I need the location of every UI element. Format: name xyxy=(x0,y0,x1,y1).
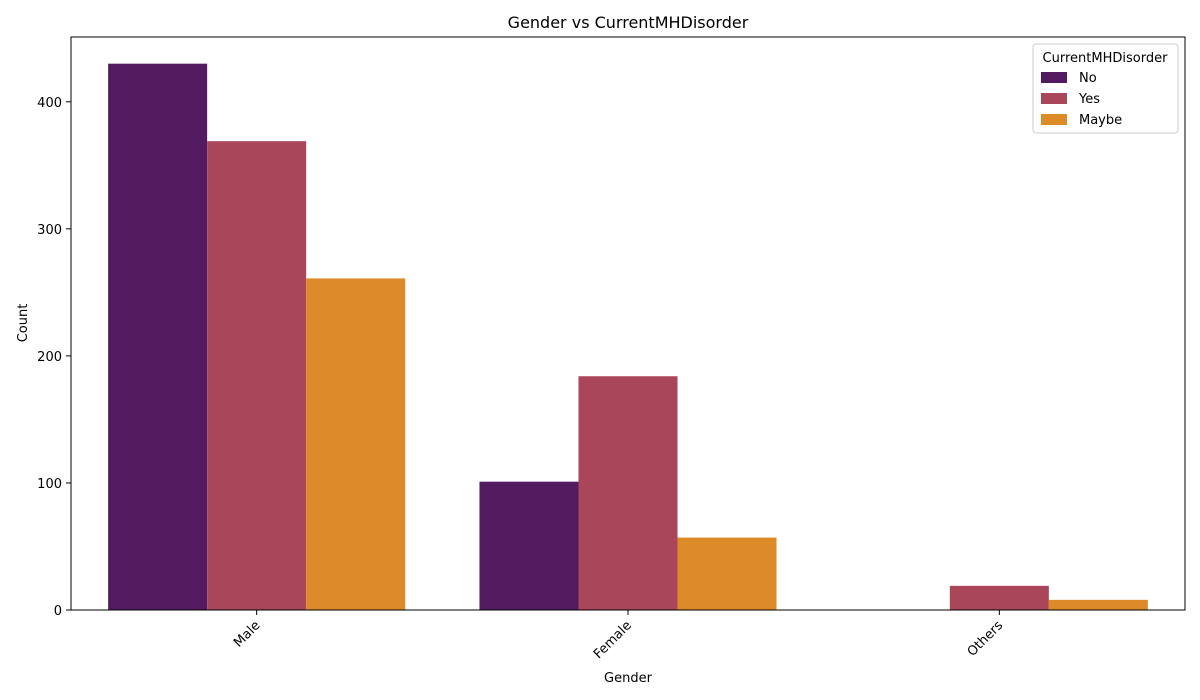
y-tick-label-200: 200 xyxy=(37,350,62,365)
legend: CurrentMHDisorder No Yes Maybe xyxy=(1032,43,1179,134)
bar-others-yes xyxy=(949,585,1049,610)
legend-swatch-yes xyxy=(1041,93,1067,104)
legend-label-no: No xyxy=(1079,71,1097,86)
legend-items: No Yes Maybe xyxy=(1041,71,1122,128)
legend-label-maybe: Maybe xyxy=(1079,113,1122,128)
bar-female-no xyxy=(479,481,579,610)
bar-female-yes xyxy=(578,376,678,610)
x-tick-label-others: Others xyxy=(965,618,1007,660)
legend-label-yes: Yes xyxy=(1078,92,1100,107)
y-axis-label: Count xyxy=(16,304,31,343)
y-axis: 0 100 200 300 400 xyxy=(37,96,71,619)
bar-male-no xyxy=(108,63,208,611)
y-tick-label-300: 300 xyxy=(37,223,62,238)
legend-title: CurrentMHDisorder xyxy=(1043,51,1169,66)
y-tick-label-400: 400 xyxy=(37,96,62,111)
legend-swatch-no xyxy=(1041,72,1067,83)
x-tick-label-female: Female xyxy=(591,618,635,662)
bar-others-maybe xyxy=(1048,599,1148,610)
x-axis-label: Gender xyxy=(604,671,653,686)
y-tick-label-100: 100 xyxy=(37,477,62,492)
x-tick-label-male: Male xyxy=(231,618,263,650)
bar-male-yes xyxy=(207,141,307,610)
legend-frame xyxy=(1032,43,1179,134)
bars-group xyxy=(108,63,1148,611)
legend-swatch-maybe xyxy=(1041,114,1067,125)
x-axis: Male Female Others xyxy=(231,610,1006,662)
y-tick-label-0: 0 xyxy=(54,604,62,619)
bar-female-maybe xyxy=(677,537,777,610)
chart-title: Gender vs CurrentMHDisorder xyxy=(508,13,749,32)
bar-male-maybe xyxy=(306,278,406,610)
